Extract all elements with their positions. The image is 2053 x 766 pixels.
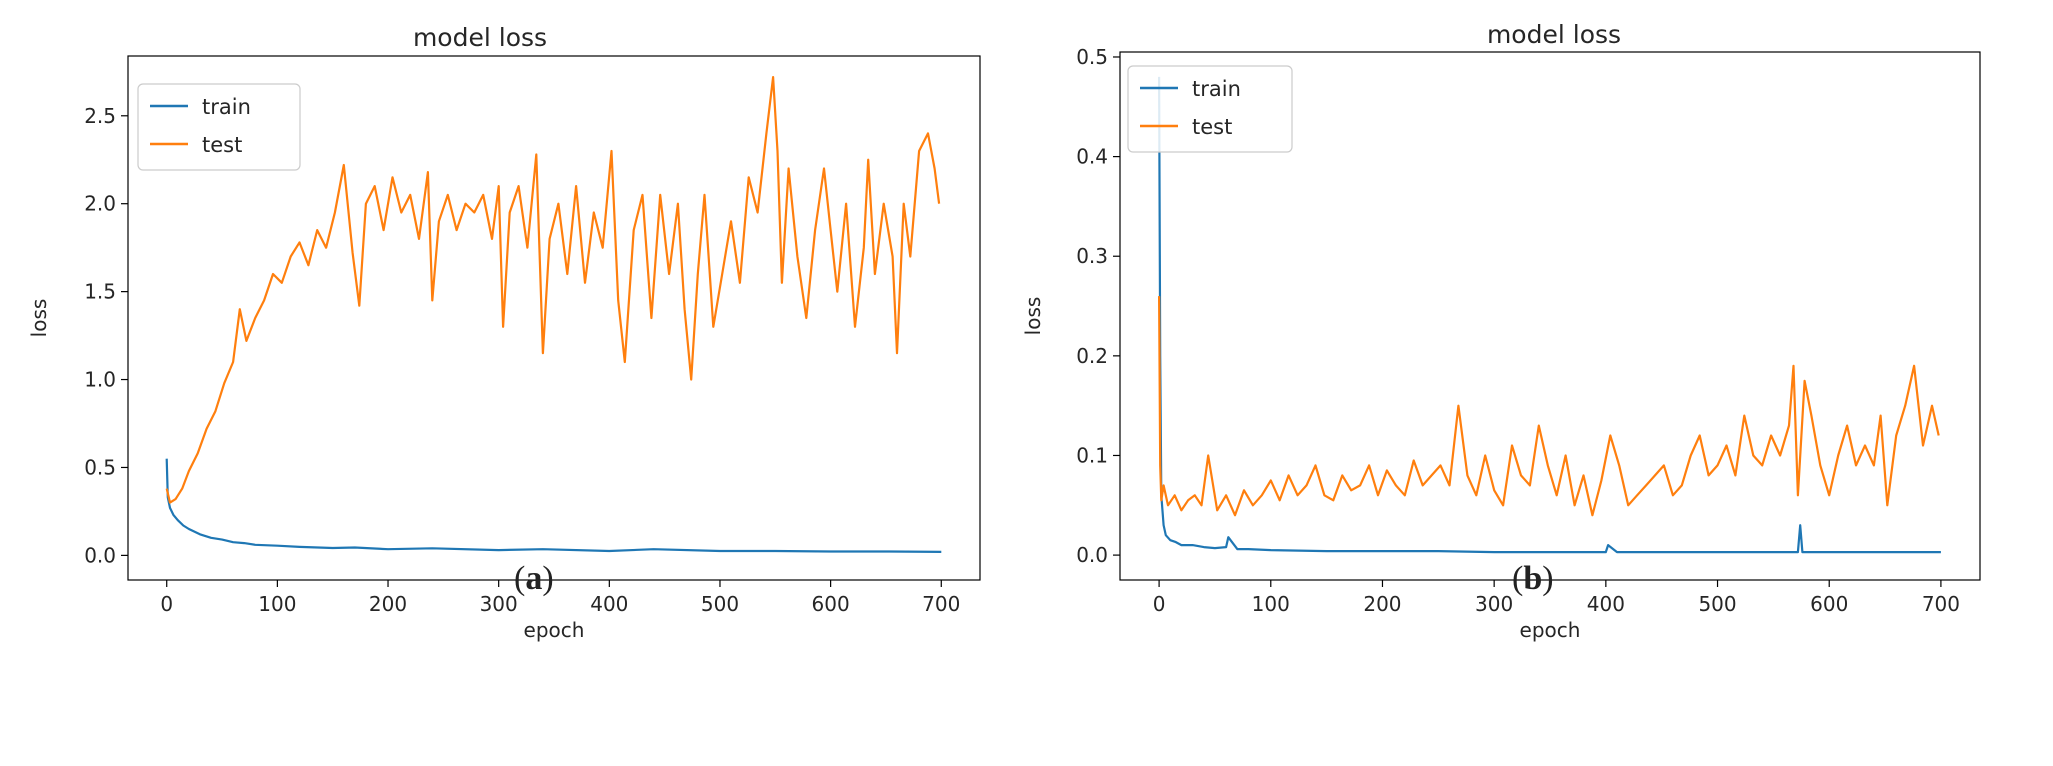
chart-a-xtick-label: 100 [258,592,296,616]
panel-b-label-open: ( [1512,560,1524,597]
chart-a-y-axis: 0.0 0.5 1.0 1.5 2.0 2.5 [84,104,128,567]
chart-b-ytick-label: 0.2 [1076,344,1108,368]
chart-a-ytick-label: 1.0 [84,368,116,392]
chart-a-legend-test: test [202,133,242,157]
panel-b-label-letter: b [1523,560,1543,597]
panel-a-label-letter: a [525,560,543,597]
chart-a-x-axis: 0 100 200 300 400 500 600 700 [160,580,960,616]
panel-a-label-open: ( [514,560,526,597]
chart-b-title: model loss [1487,20,1621,49]
chart-b-ytick-label: 0.5 [1076,45,1108,69]
chart-a-xtick-label: 300 [480,592,518,616]
chart-b-ytick-label: 0.4 [1076,145,1108,169]
chart-a-ytick-label: 2.0 [84,192,116,216]
chart-b-line-train [1157,76,1941,554]
chart-a-ytick-label: 0.0 [84,543,116,567]
chart-b-series [1157,76,1941,554]
chart-b-ytick-label: 0.3 [1076,244,1108,268]
chart-a-xtick-label: 600 [812,592,850,616]
chart-b-ytick-label: 0.0 [1076,543,1108,567]
chart-a-title: model loss [413,23,547,52]
chart-b-xtick-label: 200 [1363,592,1401,616]
chart-a-legend-train: train [202,95,251,119]
chart-a-ytick-label: 0.5 [84,455,116,479]
chart-b-line-test [1157,296,1940,517]
chart-b-xtick-label: 700 [1922,592,1960,616]
chart-a-xtick-label: 0 [160,592,173,616]
chart-a-ytick-label: 2.5 [84,104,116,128]
chart-b-xtick-label: 300 [1475,592,1513,616]
chart-b-ylabel: loss [1021,297,1045,336]
chart-a-series [165,75,942,553]
chart-a-xtick-label: 700 [922,592,960,616]
chart-a-line-train [165,458,942,553]
chart-b-xtick-label: 500 [1698,592,1736,616]
chart-b-legend: train test [1127,65,1293,153]
chart-b-xlabel: epoch [1520,618,1581,642]
panel-b-label: (b) [1512,560,1554,598]
chart-a-legend: train test [137,83,301,171]
chart-b-y-axis: 0.0 0.1 0.2 0.3 0.4 0.5 [1076,45,1120,567]
chart-b-x-axis: 0 100 200 300 400 500 600 700 [1153,580,1960,616]
chart-b-xtick-label: 600 [1810,592,1848,616]
panel-b-label-close: ) [1542,560,1554,597]
chart-a-line-test [165,75,941,504]
panel-a-label: (a) [514,560,554,598]
chart-b-legend-train: train [1192,77,1241,101]
chart-b-xtick-label: 100 [1252,592,1290,616]
chart-a-ytick-label: 1.5 [84,280,116,304]
panel-a: model loss 0.0 0.5 1.0 1.5 2.0 2.5 0 100 200 300… [27,23,981,642]
chart-a-ylabel: loss [27,299,51,338]
chart-a-xtick-label: 200 [369,592,407,616]
panel-a-label-close: ) [542,560,554,597]
panel-b: model loss 0.0 0.1 0.2 0.3 0.4 0.5 0 100 200 300… [1021,20,1981,642]
chart-b-ytick-label: 0.1 [1076,443,1108,467]
chart-a-xlabel: epoch [524,618,585,642]
chart-b-xtick-label: 0 [1153,592,1166,616]
chart-b-legend-test: test [1192,115,1232,139]
chart-a-xtick-label: 400 [590,592,628,616]
chart-b-xtick-label: 400 [1587,592,1625,616]
chart-a-xtick-label: 500 [701,592,739,616]
